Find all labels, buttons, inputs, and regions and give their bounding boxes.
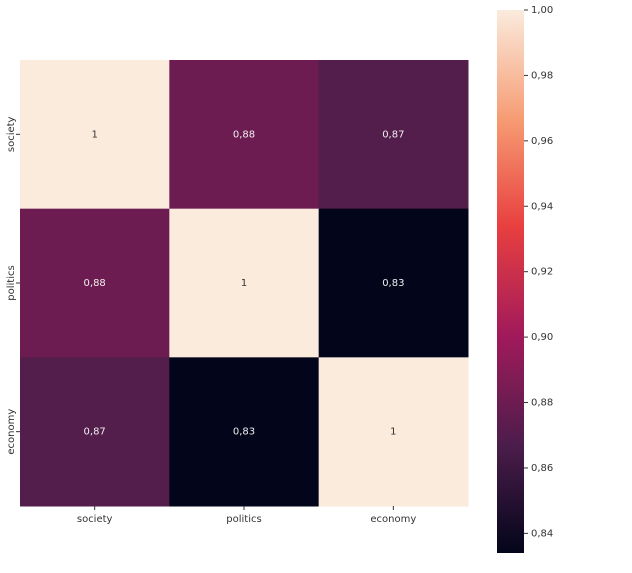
heatmap-cell (169, 357, 320, 507)
heatmap-cell (169, 60, 320, 210)
y-tick-label: politics (6, 265, 17, 300)
colorbar-tick-label: 0,94 (531, 201, 553, 212)
cell-label: 0,88 (233, 129, 255, 140)
colorbar (497, 10, 524, 553)
colorbar-tick-label: 0,86 (531, 463, 553, 474)
cell-label: 1 (390, 427, 396, 438)
y-tick-label: society (6, 116, 17, 152)
colorbar-tick-label: 0,98 (531, 70, 553, 81)
cell-label: 1 (241, 278, 247, 289)
heatmap-cell (169, 208, 320, 358)
heatmap-cell (20, 60, 170, 210)
heatmap-cell (318, 60, 469, 210)
cell-label: 0,87 (84, 427, 106, 438)
cell-label: 0,88 (84, 278, 106, 289)
heatmap-cell (20, 357, 170, 507)
x-tick-label: society (77, 514, 113, 525)
cell-label: 0,87 (382, 129, 404, 140)
colorbar-tick-label: 0,96 (531, 136, 553, 147)
heatmap-cell (20, 208, 170, 358)
y-tick-label: economy (6, 409, 17, 455)
colorbar-tick-label: 0,92 (531, 267, 553, 278)
x-tick-label: economy (370, 514, 416, 525)
cell-label: 0,83 (233, 427, 255, 438)
cell-label: 1 (91, 129, 97, 140)
colorbar-tick-label: 0,88 (531, 398, 553, 409)
x-tick-label: politics (226, 514, 261, 525)
cell-label: 0,83 (382, 278, 404, 289)
colorbar-tick-label: 0,90 (531, 332, 553, 343)
colorbar-tick-label: 0,84 (531, 528, 553, 539)
heatmap-cell (318, 208, 469, 358)
heatmap-cell (318, 357, 469, 507)
colorbar-tick-label: 1,00 (531, 5, 553, 16)
